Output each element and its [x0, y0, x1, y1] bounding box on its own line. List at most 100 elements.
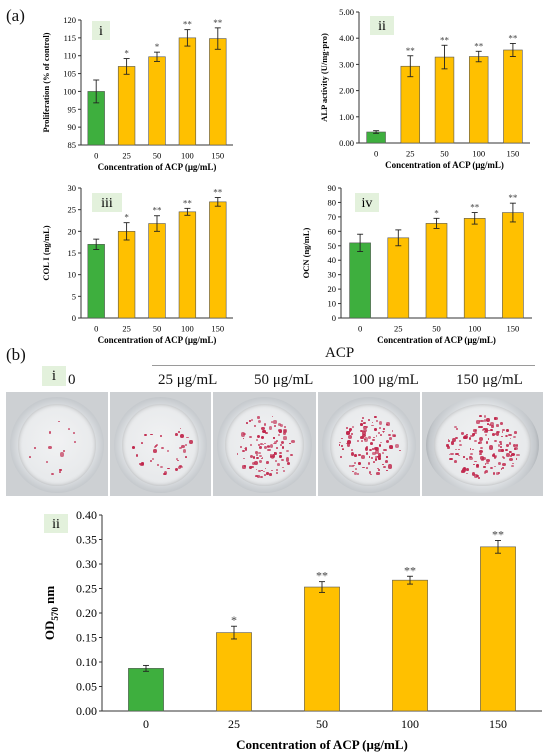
stain-spot [471, 471, 476, 476]
stain-spot [500, 435, 504, 438]
stain-spot [353, 462, 356, 465]
stain-spot [381, 463, 385, 466]
stain-spot [362, 433, 367, 437]
significance-marker: ** [492, 527, 504, 541]
stain-spot [479, 449, 484, 454]
stain-spot [150, 433, 153, 436]
significance-marker: ** [183, 198, 193, 208]
stain-spot [515, 453, 520, 457]
stain-spot [367, 435, 372, 440]
stain-spot [277, 463, 281, 467]
bar-100 [392, 579, 428, 712]
stain-spot [473, 463, 475, 465]
stain-spot [449, 457, 454, 461]
stain-spot [291, 440, 296, 443]
stain-spot [366, 453, 368, 455]
stain-spot [360, 435, 365, 439]
stain-spot [492, 472, 495, 475]
stain-spot [488, 423, 491, 426]
stain-spot [513, 431, 517, 434]
stain-spot [346, 443, 351, 447]
stain-spot [490, 466, 494, 470]
stain-spot [366, 426, 369, 428]
stain-spot [498, 461, 502, 466]
stain-spot [189, 440, 193, 444]
stain-spot [383, 448, 387, 452]
stain-spot [273, 436, 275, 439]
y-tick-label: 80 [328, 197, 337, 207]
stain-spot [380, 434, 383, 437]
panel-b-label: (b) [6, 345, 26, 364]
stain-spot [271, 415, 274, 418]
x-tick-label: 50 [316, 717, 328, 731]
stain-spot [480, 456, 485, 460]
stain-spot [506, 453, 510, 458]
significance-marker: * [124, 213, 129, 223]
significance-marker: * [434, 208, 439, 218]
stain-spot [279, 455, 282, 458]
y-tick-label: 0 [72, 313, 76, 323]
plates-sub-label: i [42, 366, 66, 386]
y-tick-label: 20 [328, 284, 337, 294]
y-tick-label: 0.15 [76, 631, 97, 645]
y-tick-label: 0.20 [76, 606, 97, 620]
stain-spot [479, 452, 483, 456]
stain-spot [372, 448, 374, 451]
significance-marker: * [124, 49, 129, 59]
acp-bracket-line [152, 365, 535, 366]
culture-plate-0 [6, 392, 108, 496]
stain-spot [376, 467, 379, 470]
stain-spot [283, 428, 287, 433]
stain-spot [505, 444, 510, 447]
stain-spot [283, 470, 285, 473]
stain-spot [391, 433, 396, 438]
x-tick-label: 0 [143, 717, 149, 731]
stain-spot [372, 460, 376, 463]
stain-spot [278, 434, 281, 436]
stain-spot [362, 428, 367, 433]
x-tick-label: 25 [228, 717, 240, 731]
y-tick-label: 20 [68, 226, 77, 236]
stain-spot [239, 445, 242, 448]
x-tick-label: 150 [507, 324, 520, 334]
stain-spot [505, 449, 509, 452]
stain-spot [378, 432, 380, 434]
y-tick-label: 0.00 [339, 138, 354, 148]
stain-spot [363, 437, 368, 442]
stain-spot [350, 449, 354, 452]
bar-25 [216, 632, 252, 712]
stain-spot [260, 426, 265, 431]
panel-sub-label-bg [370, 16, 394, 35]
stain-spot [258, 469, 262, 473]
stain-spot [265, 431, 268, 435]
stain-spot [512, 453, 516, 456]
stain-spot [509, 442, 512, 445]
stain-spot [373, 416, 376, 419]
stain-spot [273, 440, 277, 444]
stain-spot [255, 451, 259, 455]
stain-spot [390, 446, 393, 449]
stain-spot [370, 473, 372, 476]
stain-spot [501, 449, 504, 452]
stain-spot [360, 440, 363, 442]
x-tick-label: 100 [472, 149, 485, 159]
x-tick-label: 0 [94, 151, 98, 161]
stain-spot [267, 448, 271, 451]
y-tick-label: 100 [63, 86, 76, 96]
stain-spot [353, 464, 356, 466]
stain-spot [503, 457, 506, 459]
x-tick-label: 50 [432, 324, 441, 334]
stain-spot [154, 445, 158, 448]
stain-spot [186, 436, 189, 439]
y-tick-label: 15 [68, 248, 77, 258]
stain-spot [249, 466, 253, 470]
panel-sub-label: ii [52, 517, 60, 532]
panel-sub-label: iii [101, 196, 113, 211]
stain-spot [257, 444, 261, 447]
stain-spot [490, 425, 494, 428]
y-axis-label: ALP activity (U/mg·pro) [319, 33, 329, 122]
x-tick-label: 150 [507, 149, 520, 159]
stain-spot [481, 429, 485, 432]
significance-marker: ** [213, 18, 223, 28]
